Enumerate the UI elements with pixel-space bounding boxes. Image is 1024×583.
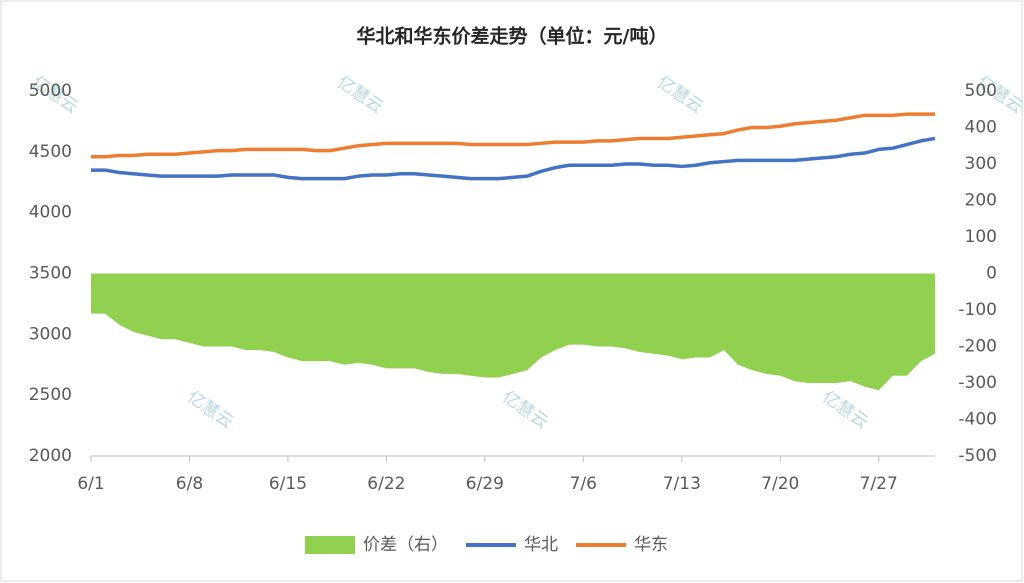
- y2-tick-label: 100: [965, 227, 997, 247]
- y-tick-label: 3500: [29, 264, 72, 284]
- legend-label: 华东: [634, 535, 668, 555]
- legend-label: 华北: [524, 535, 558, 555]
- y2-tick-label: 200: [965, 191, 997, 211]
- y2-tick-label: -200: [958, 337, 997, 357]
- x-tick-label: 7/6: [570, 474, 597, 494]
- line: [91, 112, 935, 159]
- x-tick-label: 7/27: [860, 474, 898, 494]
- x-tick-label: 6/8: [176, 474, 203, 494]
- x-tick-label: 6/29: [466, 474, 504, 494]
- y-tick-label: 5000: [29, 81, 72, 101]
- y2-tick-label: 500: [965, 81, 997, 101]
- y-tick-label: 3000: [29, 324, 72, 344]
- y2-tick-label: -300: [958, 373, 997, 393]
- y-tick-label: 4500: [29, 142, 72, 162]
- x-tick-label: 6/15: [269, 474, 307, 494]
- x-tick-label: 6/1: [77, 474, 104, 494]
- y2-tick-label: -400: [958, 410, 997, 430]
- line: [91, 136, 936, 181]
- area: [91, 273, 935, 391]
- y2-tick-label: 400: [965, 118, 997, 138]
- y2-tick-label: 0: [986, 264, 997, 284]
- legend-label: 价差（右）: [363, 535, 448, 555]
- y2-tick-label: 300: [965, 154, 997, 174]
- x-tick-label: 7/13: [663, 474, 701, 494]
- y2-tick-label: -500: [958, 446, 997, 466]
- y-tick-label: 2000: [29, 446, 72, 466]
- x-tick-label: 7/20: [761, 474, 799, 494]
- chart-title: 华北和华东价差走势（单位：元/吨）: [357, 25, 668, 48]
- x-tick-label: 6/22: [367, 474, 405, 494]
- y-tick-label: 4000: [29, 203, 72, 223]
- y-tick-label: 2500: [29, 385, 72, 405]
- y2-tick-label: -100: [958, 300, 997, 320]
- legend-swatch: [305, 536, 355, 554]
